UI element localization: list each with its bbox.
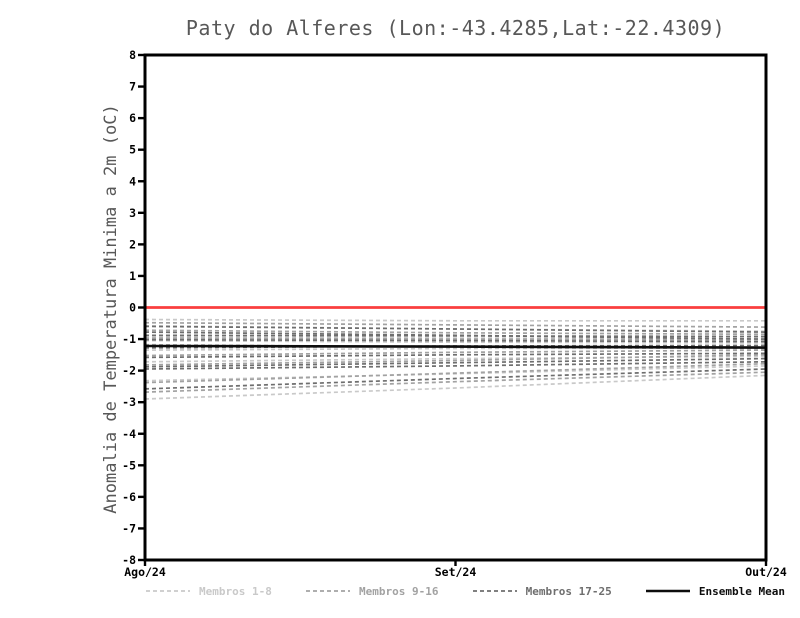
plot-frame bbox=[143, 53, 768, 562]
y-tick-label: 4 bbox=[129, 174, 136, 188]
ensemble-member-line bbox=[144, 321, 767, 328]
legend-item-membros-1-8: Membros 1-8 bbox=[145, 585, 272, 598]
legend-item-membros-9-16: Membros 9-16 bbox=[305, 584, 439, 598]
ensemble-member-line bbox=[144, 355, 767, 363]
legend-dashed-line-swatch bbox=[472, 590, 517, 592]
y-tick-label: 3 bbox=[129, 206, 136, 220]
ensemble-member-line bbox=[144, 374, 767, 400]
y-tick-label: -8 bbox=[122, 553, 136, 567]
ensemble-member-line bbox=[144, 334, 767, 338]
legend-solid-line-swatch bbox=[645, 589, 690, 593]
y-tick-label: 8 bbox=[129, 48, 136, 62]
ensemble-member-line bbox=[144, 329, 767, 336]
x-tick-label: Ago/24 bbox=[124, 565, 166, 579]
ensemble-member-line bbox=[144, 362, 767, 384]
y-tick-label: -2 bbox=[122, 364, 136, 378]
legend-label-membros-9-16: Membros 9-16 bbox=[359, 584, 439, 598]
ensemble-member-line bbox=[144, 349, 767, 357]
y-tick-label: -3 bbox=[122, 395, 136, 409]
legend: Membros 1-8 Membros 9-16 Membros 17-25 Ense… bbox=[145, 583, 785, 599]
ensemble-member-line bbox=[144, 335, 767, 340]
ensemble-member-line bbox=[144, 360, 767, 370]
ensemble-mean-line bbox=[144, 344, 767, 349]
legend-label-membros-17-25: Membros 17-25 bbox=[525, 584, 612, 598]
chart-title: Paty do Alferes (Lon:-43.4285,Lat:-22.43… bbox=[185, 16, 726, 40]
x-tick-label: Set/24 bbox=[435, 565, 477, 579]
ensemble-member-line bbox=[144, 357, 767, 368]
ensemble-member-line bbox=[144, 371, 767, 393]
y-tick-label: -6 bbox=[122, 490, 136, 504]
ensemble-member-line bbox=[144, 352, 767, 359]
legend-item-ensemble-mean: Ensemble Mean bbox=[645, 585, 785, 598]
y-tick-label: 0 bbox=[129, 301, 136, 315]
y-tick-label: 1 bbox=[129, 269, 136, 283]
y-tick-label: 5 bbox=[129, 143, 136, 157]
y-tick-label: 2 bbox=[129, 237, 136, 251]
ensemble-member-line bbox=[144, 338, 767, 343]
y-tick-label: -7 bbox=[122, 521, 136, 535]
ensemble-member-line bbox=[144, 347, 767, 351]
ensemble-member-line bbox=[144, 353, 767, 366]
y-tick-label: -1 bbox=[122, 332, 136, 346]
y-tick-label: 6 bbox=[129, 111, 136, 125]
legend-label-membros-1-8: Membros 1-8 bbox=[199, 584, 272, 598]
x-tick-label: Out/24 bbox=[745, 565, 787, 579]
y-tick-label: -5 bbox=[122, 458, 136, 472]
ensemble-member-line bbox=[144, 339, 767, 344]
legend-dashed-line-swatch bbox=[146, 590, 190, 592]
ensemble-member-line bbox=[144, 368, 767, 390]
legend-item-membros-17-25: Membros 17-25 bbox=[472, 585, 612, 598]
legend-dashed-line-swatch bbox=[306, 590, 351, 592]
y-tick-label: 7 bbox=[129, 80, 136, 94]
y-tick-label: -4 bbox=[122, 427, 136, 441]
ensemble-member-line bbox=[144, 325, 767, 333]
ensemble-member-line bbox=[144, 318, 766, 322]
ensemble-member-line bbox=[144, 337, 767, 341]
legend-label-ensemble-mean: Ensemble Mean bbox=[698, 584, 785, 598]
